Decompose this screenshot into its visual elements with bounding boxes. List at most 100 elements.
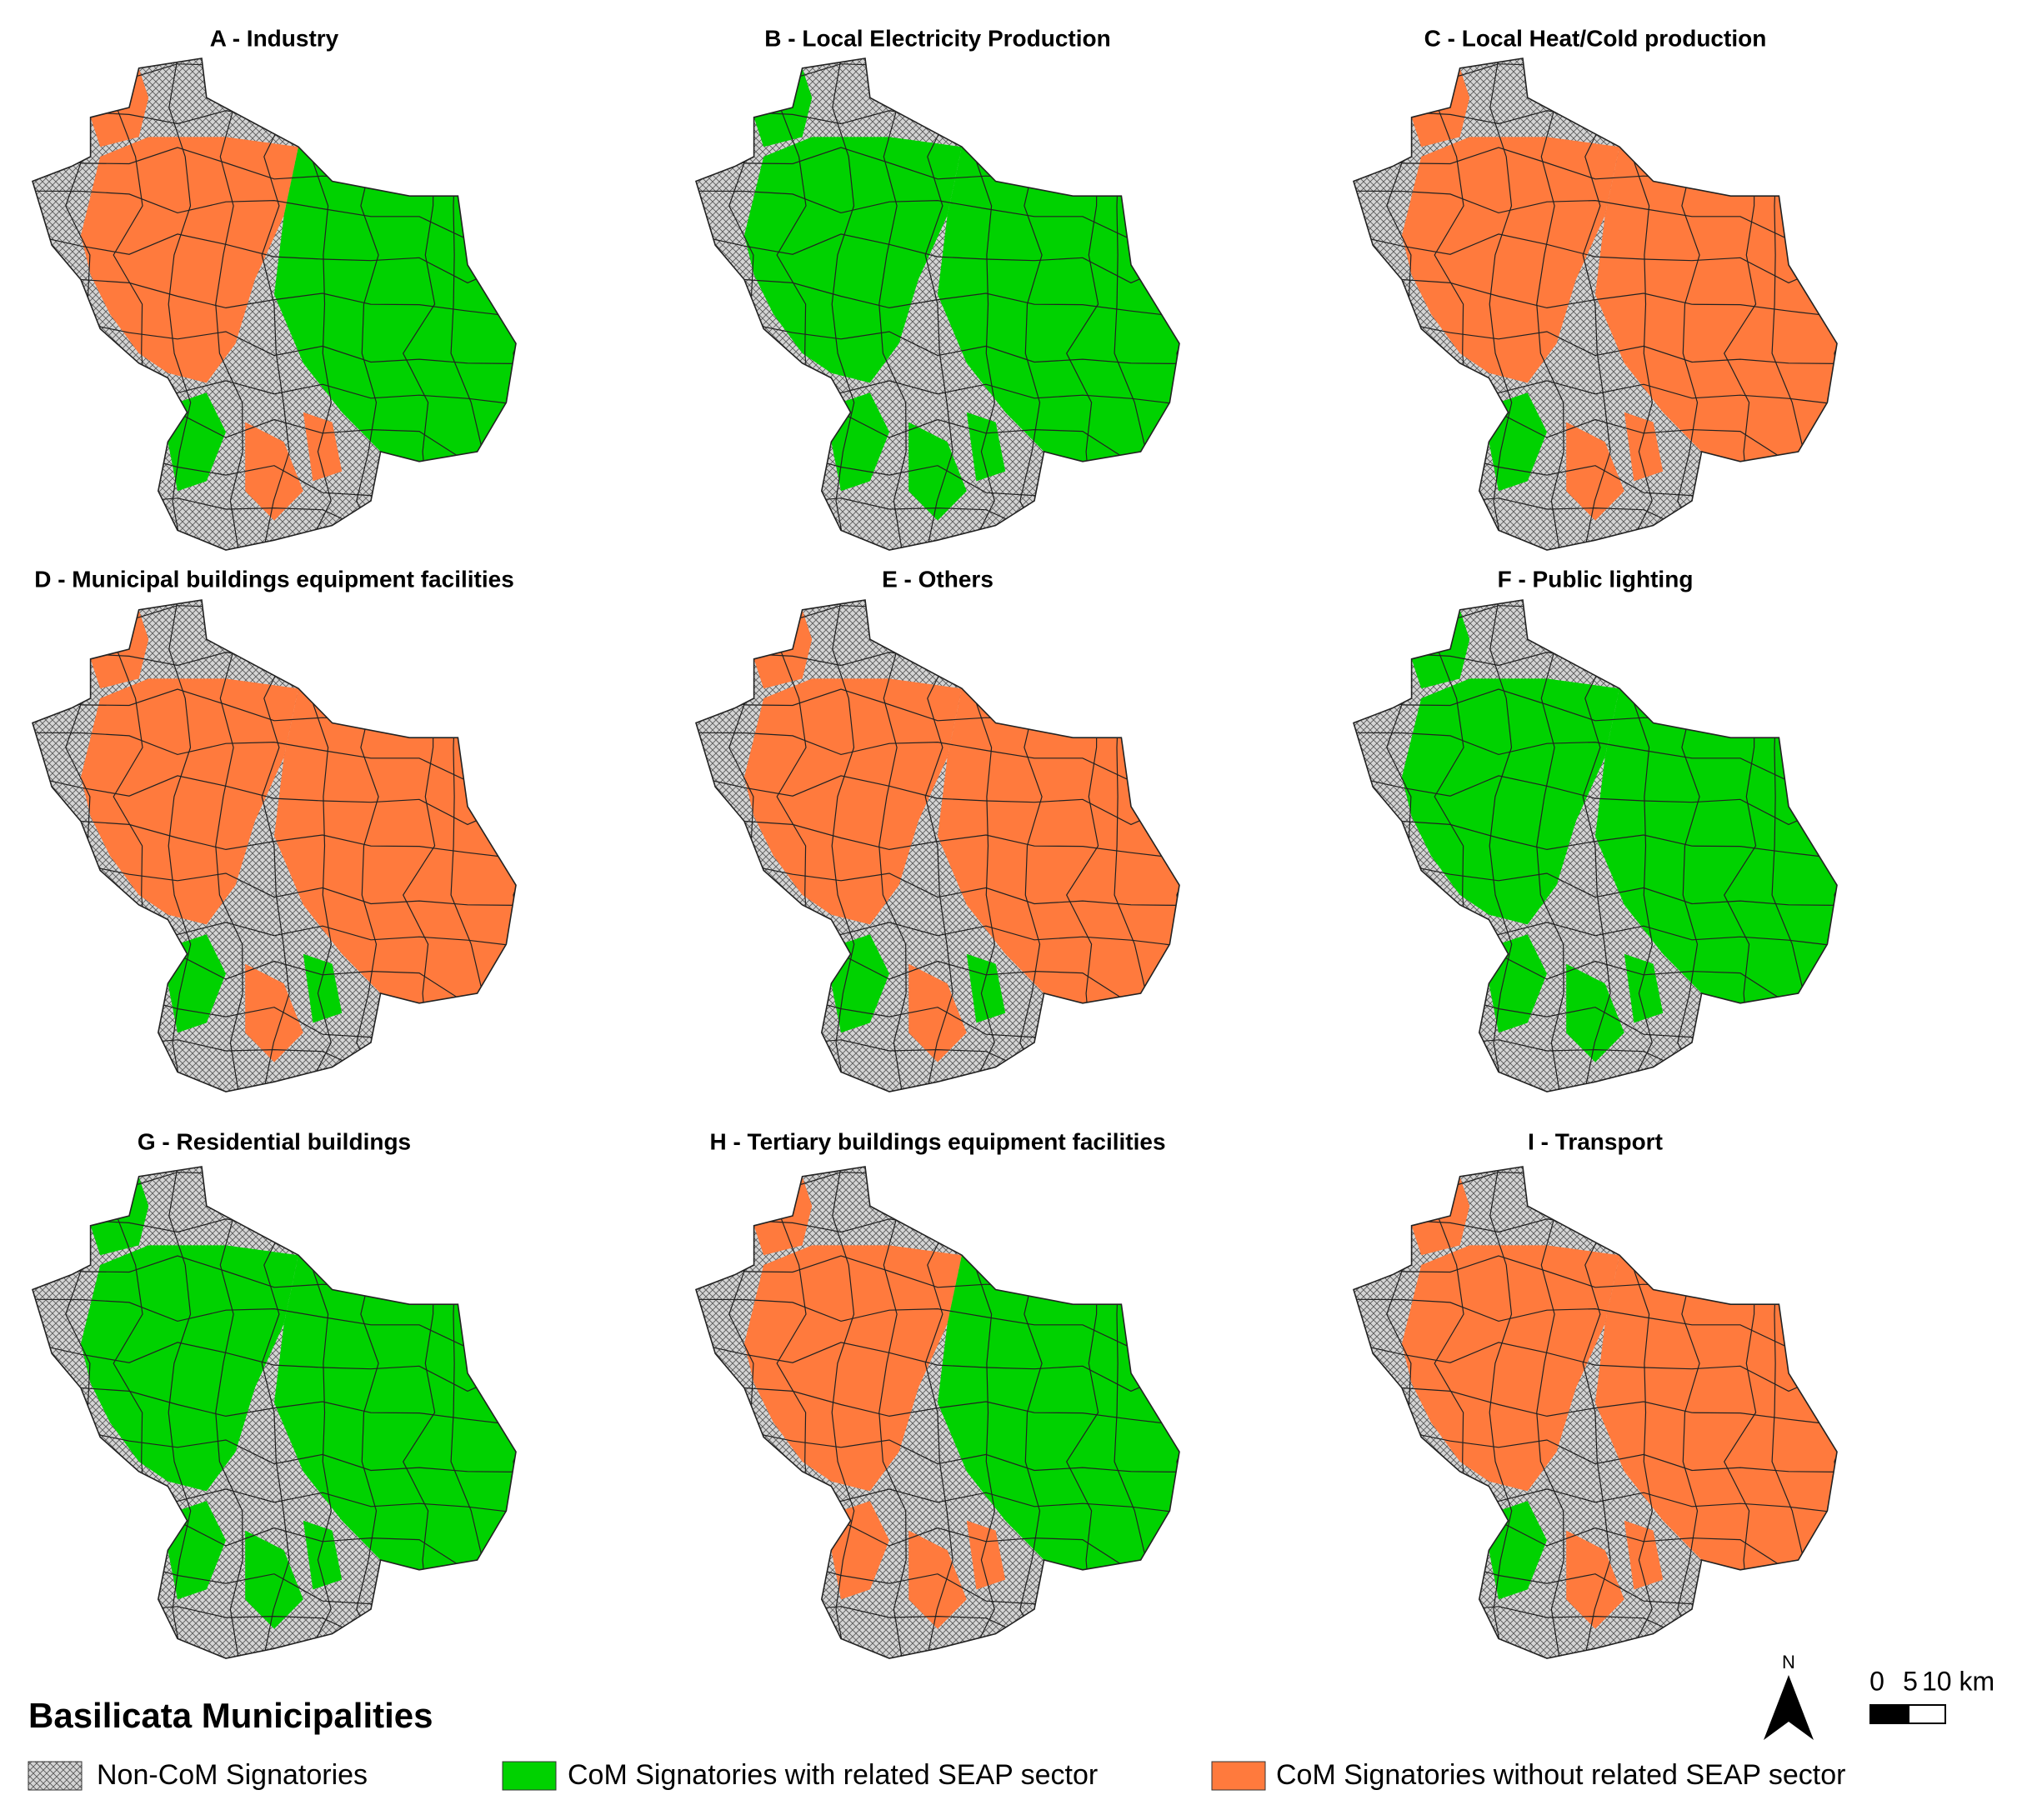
boundary bbox=[1354, 322, 1837, 364]
boundary bbox=[261, 600, 290, 1092]
boundary bbox=[215, 600, 243, 1092]
boundary bbox=[215, 1167, 243, 1658]
boundary bbox=[696, 278, 1179, 318]
zone bbox=[303, 412, 343, 482]
boundary bbox=[33, 233, 516, 284]
boundary bbox=[878, 1167, 907, 1658]
boundary bbox=[33, 820, 516, 859]
region-outline bbox=[695, 58, 1180, 551]
boundary bbox=[1354, 278, 1837, 318]
legend-swatch bbox=[1211, 1761, 1266, 1791]
zone bbox=[81, 678, 298, 925]
zone bbox=[744, 1245, 962, 1492]
boundary bbox=[1354, 1167, 1837, 1211]
legend-label: CoM Signatories with related SEAP sector bbox=[568, 1759, 1098, 1791]
zone bbox=[245, 1530, 303, 1629]
boundary bbox=[33, 600, 516, 644]
boundary bbox=[1536, 58, 1564, 550]
boundary bbox=[33, 1298, 516, 1348]
zone bbox=[966, 953, 1006, 1023]
boundary bbox=[696, 1167, 713, 1658]
zone bbox=[1566, 963, 1624, 1062]
boundary bbox=[696, 1167, 1179, 1211]
boundary bbox=[924, 58, 953, 550]
boundary bbox=[1354, 732, 1837, 782]
zone bbox=[908, 1530, 967, 1629]
boundary bbox=[1354, 58, 1370, 550]
panel-title: I - Transport bbox=[1528, 1128, 1663, 1154]
zone bbox=[303, 1520, 343, 1590]
boundary bbox=[1826, 600, 1837, 1092]
boundary bbox=[696, 820, 1179, 859]
panel-title: H - Tertiary buildings equipment facilit… bbox=[709, 1128, 1165, 1154]
panel-title: E - Others bbox=[882, 566, 993, 592]
boundary bbox=[33, 600, 49, 1092]
zone bbox=[1624, 953, 1664, 1023]
scale-label: 5 bbox=[1903, 1666, 1918, 1696]
scale-label: 10 km bbox=[1922, 1666, 1994, 1696]
boundary bbox=[1354, 820, 1837, 859]
zone bbox=[908, 422, 967, 521]
panel-title: C - Local Heat/Cold production bbox=[1424, 25, 1767, 51]
map bbox=[695, 58, 1180, 551]
zone bbox=[1411, 68, 1470, 148]
boundary bbox=[33, 1167, 49, 1658]
boundary bbox=[1489, 600, 1513, 1092]
map bbox=[1353, 58, 1838, 551]
zone bbox=[1402, 137, 1619, 383]
boundary bbox=[1582, 58, 1611, 550]
panel-title: A - Industry bbox=[210, 25, 339, 51]
boundary bbox=[33, 58, 516, 102]
boundary bbox=[1354, 600, 1837, 644]
legend-swatch bbox=[502, 1761, 557, 1791]
region-outline bbox=[32, 58, 517, 551]
boundary bbox=[168, 1167, 192, 1658]
boundary bbox=[696, 58, 713, 550]
municipalities bbox=[696, 600, 1179, 1092]
boundary bbox=[1489, 1167, 1513, 1658]
boundary bbox=[696, 233, 1179, 284]
zone bbox=[1566, 422, 1624, 521]
map bbox=[32, 599, 517, 1092]
legend-swatch bbox=[28, 1761, 83, 1791]
boundary bbox=[696, 1298, 1179, 1348]
boundary bbox=[1826, 1167, 1837, 1658]
scale-bar bbox=[1908, 1704, 1946, 1724]
boundary bbox=[33, 1342, 516, 1392]
boundary bbox=[1354, 1298, 1837, 1348]
boundary bbox=[696, 775, 1179, 826]
boundary bbox=[831, 1167, 855, 1658]
boundary bbox=[505, 1167, 516, 1658]
zone bbox=[1411, 609, 1470, 689]
boundary bbox=[33, 58, 49, 550]
boundary bbox=[1354, 863, 1837, 906]
legend-label: CoM Signatories without related SEAP sec… bbox=[1276, 1759, 1846, 1791]
zone bbox=[1402, 1245, 1619, 1492]
north-arrow bbox=[1764, 1675, 1814, 1740]
zone bbox=[81, 137, 298, 383]
map bbox=[695, 599, 1180, 1092]
scale-bar bbox=[1869, 1704, 1909, 1724]
boundary bbox=[696, 190, 1179, 240]
boundary bbox=[1354, 233, 1837, 284]
boundary bbox=[261, 58, 290, 550]
boundary bbox=[168, 600, 192, 1092]
municipalities bbox=[33, 600, 516, 1092]
boundary bbox=[696, 1652, 1179, 1658]
boundary bbox=[1536, 600, 1564, 1092]
legend-title: Basilicata Municipalities bbox=[28, 1696, 433, 1735]
zone bbox=[90, 68, 149, 148]
zone bbox=[966, 412, 1006, 482]
boundary bbox=[33, 1167, 516, 1211]
map bbox=[32, 58, 517, 551]
boundary bbox=[1169, 1167, 1179, 1658]
zone bbox=[245, 963, 303, 1062]
boundary bbox=[168, 58, 192, 550]
panel-title: G - Residential buildings bbox=[138, 1128, 411, 1154]
zone bbox=[81, 1245, 298, 1492]
boundary bbox=[831, 600, 855, 1092]
boundary bbox=[505, 58, 516, 550]
map bbox=[1353, 599, 1838, 1092]
zone bbox=[966, 1520, 1006, 1590]
